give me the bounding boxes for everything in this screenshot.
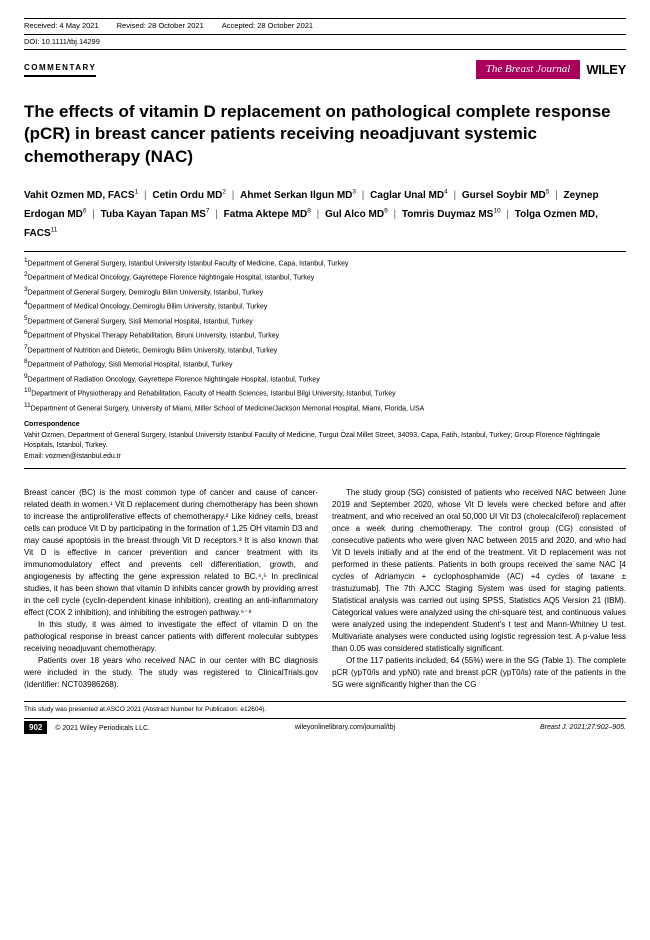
author: Gul Alco MD9 xyxy=(325,209,388,220)
author: Ahmet Serkan Ilgun MD3 xyxy=(240,190,356,201)
body-p1: Breast cancer (BC) is the most common ty… xyxy=(24,487,318,619)
journal-badges: The Breast Journal WILEY xyxy=(476,60,626,79)
revised-date: Revised: 28 October 2021 xyxy=(117,21,222,32)
body-p5: Of the 117 patients included, 64 (55%) w… xyxy=(332,655,626,691)
body-p2: In this study, it was aimed to investiga… xyxy=(24,619,318,655)
body-p4: The study group (SG) consisted of patien… xyxy=(332,487,626,655)
affiliation-line: 3Department of General Surgery, Demirogl… xyxy=(24,285,626,299)
page-number: 902 xyxy=(24,721,47,734)
accepted-date: Accepted: 28 October 2021 xyxy=(222,21,331,32)
author: Tomris Duymaz MS10 xyxy=(402,209,501,220)
author-separator: | xyxy=(213,209,221,220)
author-separator: | xyxy=(141,190,149,201)
author-separator: | xyxy=(314,209,322,220)
author-separator: | xyxy=(391,209,399,220)
header-dates: Received: 4 May 2021 Revised: 28 October… xyxy=(24,18,626,35)
author-separator: | xyxy=(552,190,560,201)
body-p3: Patients over 18 years who received NAC … xyxy=(24,655,318,691)
author: Vahit Ozmen MD, FACS1 xyxy=(24,190,138,201)
author-list: Vahit Ozmen MD, FACS1 | Cetin Ordu MD2 |… xyxy=(24,186,626,243)
author: Caglar Unal MD4 xyxy=(370,190,448,201)
publisher-logo: WILEY xyxy=(586,61,626,79)
author: Tuba Kayan Tapan MS7 xyxy=(101,209,210,220)
affiliation-line: 4Department of Medical Oncology, Demirog… xyxy=(24,299,626,313)
author-separator: | xyxy=(451,190,459,201)
correspondence-email: Email: vozmen@istanbul.edu.tr xyxy=(24,452,626,463)
affiliation-line: 2Department of Medical Oncology, Gayrett… xyxy=(24,270,626,284)
author: Cetin Ordu MD2 xyxy=(152,190,226,201)
affiliation-line: 5Department of General Surgery, Sisli Me… xyxy=(24,314,626,328)
affiliation-line: 1Department of General Surgery, Istanbul… xyxy=(24,256,626,270)
author-separator: | xyxy=(359,190,367,201)
affiliations: 1Department of General Surgery, Istanbul… xyxy=(24,251,626,415)
author-separator: | xyxy=(229,190,237,201)
correspondence-label: Correspondence xyxy=(24,420,626,431)
page-footer: 902 © 2021 Wiley Periodicals LLC. wileyo… xyxy=(24,718,626,734)
journal-badge: The Breast Journal xyxy=(476,60,581,79)
author-separator: | xyxy=(504,209,512,220)
doi: DOI: 10.1111/tbj.14299 xyxy=(24,35,626,51)
affiliation-line: 11Department of General Surgery, Univers… xyxy=(24,401,626,415)
author-separator: | xyxy=(90,209,98,220)
article-type: COMMENTARY xyxy=(24,62,96,77)
affiliation-line: 8Department of Pathology, Sisli Memorial… xyxy=(24,357,626,371)
copyright: © 2021 Wiley Periodicals LLC. xyxy=(55,725,150,732)
body-text: Breast cancer (BC) is the most common ty… xyxy=(24,487,626,691)
affiliation-line: 9Department of Radiation Oncology, Gayre… xyxy=(24,372,626,386)
affiliation-line: 6Department of Physical Therapy Rehabili… xyxy=(24,328,626,342)
received-date: Received: 4 May 2021 xyxy=(24,21,117,32)
affiliation-line: 7Department of Nutrition and Dietetic, D… xyxy=(24,343,626,357)
footnote: This study was presented at ASCO 2021 (A… xyxy=(24,701,626,714)
correspondence-text: Vahit Ozmen, Department of General Surge… xyxy=(24,431,626,452)
author: Fatma Aktepe MD8 xyxy=(224,209,311,220)
citation: Breast J. 2021;27:902–905. xyxy=(540,723,626,733)
article-title: The effects of vitamin D replacement on … xyxy=(24,101,626,167)
author: Gursel Soybir MD5 xyxy=(462,190,550,201)
affiliation-line: 10Department of Physiotherapy and Rehabi… xyxy=(24,386,626,400)
correspondence: Correspondence Vahit Ozmen, Department o… xyxy=(24,420,626,469)
journal-url: wileyonlinelibrary.com/journal/tbj xyxy=(150,723,540,733)
